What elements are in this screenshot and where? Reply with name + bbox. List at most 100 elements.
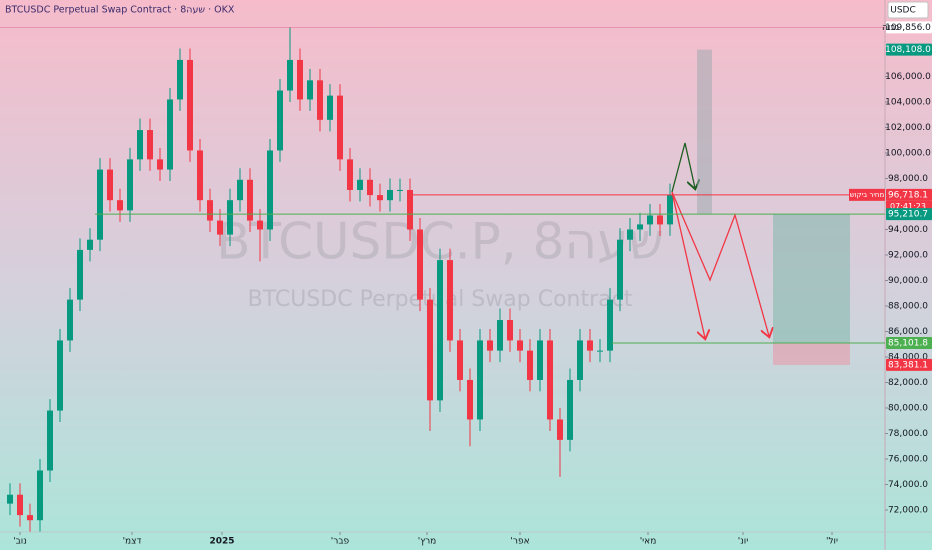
candle-body [217,220,223,235]
currency-box [887,1,929,19]
candle-body [467,379,473,420]
candle-body [437,260,443,401]
price-label: 96,718.1 [888,190,928,200]
candle-body [547,340,553,420]
x-tick-label: נוב' [13,537,27,547]
price-label-box [886,43,932,56]
price-label-tag: מחיר ביקוש [850,191,885,199]
y-tick-label: 100,000.0 [885,149,931,159]
candle-body [137,130,143,160]
candle-body [127,159,133,211]
y-tick-label: 98,000.0 [888,174,928,184]
red-arrow [671,191,769,336]
x-tick-label: יול' [826,537,838,547]
candle-body [317,80,323,120]
candle-body [187,59,193,151]
red-arrow [671,191,705,338]
candle-body [537,340,543,380]
candle-body [557,419,563,440]
y-tick-label: 88,000.0 [888,302,928,312]
candle-body [427,299,433,401]
candle-body [407,189,413,230]
candle-body [567,379,573,440]
x-tick-label: יונ' [738,537,749,547]
candle-body [157,159,163,170]
candle-body [27,515,33,521]
y-tick-label: 78,000.0 [888,429,928,439]
candle-body [627,229,633,240]
candle-body [107,169,113,201]
candle-body [507,320,513,341]
price-label-tag: גבוה [882,23,900,33]
price-label-tag-box [849,188,885,201]
chart-title: BTCUSDC Perpetual Swap Contract · 8שעה ·… [5,5,235,16]
currency: USDC [890,6,916,16]
price-label: 83,381.1 [888,360,928,370]
candle-body [307,80,313,100]
y-tick-label: 74,000.0 [888,480,928,490]
candle-body [67,299,73,341]
candle-body [607,299,613,351]
loss-box [773,342,850,365]
candle-body [207,200,213,221]
candle-body [387,189,393,201]
candle-body [57,340,63,411]
candle-body [357,179,363,190]
candle-body [577,340,583,380]
candle-body [527,350,533,380]
candle-body [477,340,483,420]
price-label-box [886,188,932,201]
candle-body [237,179,243,201]
y-tick-label: 104,000.0 [885,98,931,108]
candle-body [47,410,53,471]
x-tick-label: מאי' [640,537,657,547]
candle-body [447,260,453,341]
candle-body [177,59,183,100]
price-label: 85,101.8 [888,338,928,348]
profit-box [773,214,850,343]
candle-body [167,99,173,170]
y-tick-label: 80,000.0 [888,404,928,414]
candle-body [267,150,273,230]
candle-body [457,340,463,380]
candle-body [377,195,383,201]
candle-body [227,200,233,235]
y-tick-label: 102,000.0 [885,123,931,133]
candle-body [87,239,93,250]
y-tick-label: 82,000.0 [888,378,928,388]
price-label-sub-box [886,200,932,212]
price-label: 95,210.7 [888,210,928,220]
candle-body [147,130,153,160]
candle-body [417,229,423,300]
y-tick-label: 84,000.0 [888,353,928,363]
y-tick-label: 106,000.0 [885,72,931,82]
x-tick-label: דצמ' [123,537,142,547]
candle-body [367,179,373,196]
candle-body [117,200,123,211]
plot [7,27,673,532]
candle-body [17,494,23,516]
candle-body [327,95,333,120]
candle-body [597,350,603,352]
x-tick-label: אפר' [510,537,529,547]
candle-body [247,179,253,221]
candle-body [667,195,673,225]
green-arrow [671,142,695,193]
y-tick-label: 90,000.0 [888,276,928,286]
candle-body [97,169,103,240]
candle-body [657,215,663,225]
candle-body [77,249,83,300]
candle-body [647,215,653,225]
price-label-box [886,208,932,221]
price-label: 109,856.0 [885,23,931,33]
y-tick-label: 76,000.0 [888,455,928,465]
candle-body [37,470,43,521]
candle-body [397,189,403,191]
candle-body [277,90,283,151]
x-tick-label: 2025 [209,537,234,547]
candle-body [297,59,303,100]
candle-body [617,239,623,300]
y-tick-label: 92,000.0 [888,251,928,261]
candle-body [287,59,293,91]
